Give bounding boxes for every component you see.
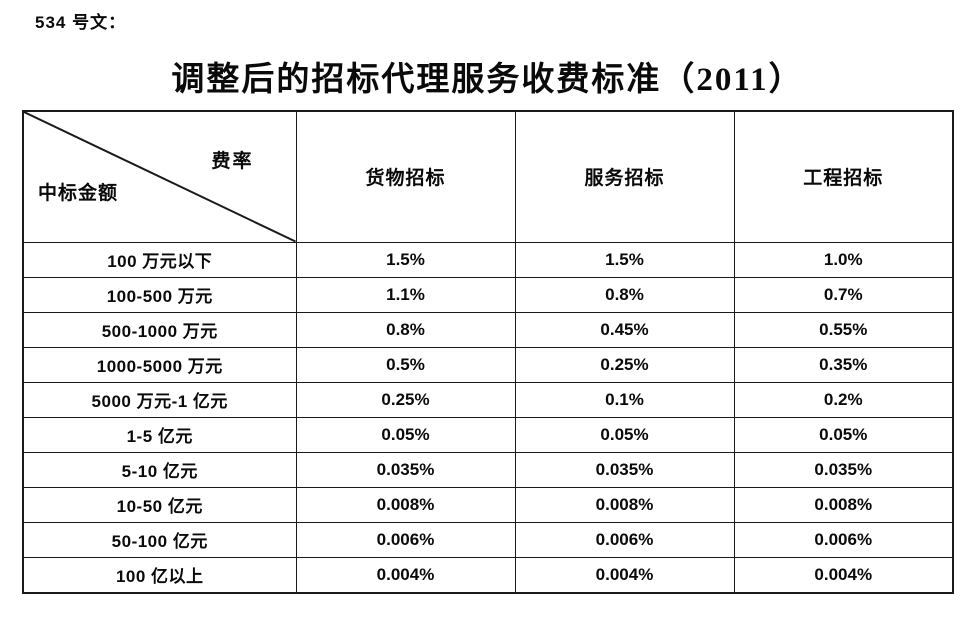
table-row: 100 万元以下 1.5% 1.5% 1.0% xyxy=(22,241,954,278)
corner-label-amount: 中标金额 xyxy=(38,183,119,204)
rate-value-cell: 0.5% xyxy=(295,346,516,383)
rate-value-cell: 0.006% xyxy=(733,521,954,558)
amount-range-cell: 1000-5000 万元 xyxy=(22,346,297,383)
table-row: 50-100 亿元 0.006% 0.006% 0.006% xyxy=(22,521,954,558)
table-header-row: 费率 中标金额 货物招标 服务招标 工程招标 xyxy=(22,110,954,243)
table-row: 100-500 万元 1.1% 0.8% 0.7% xyxy=(22,276,954,313)
column-header-service: 服务招标 xyxy=(514,110,735,243)
column-header-goods: 货物招标 xyxy=(295,110,516,243)
rate-value-cell: 0.035% xyxy=(733,451,954,488)
fee-standard-table: 费率 中标金额 货物招标 服务招标 工程招标 100 万元以下 1.5% 1.5% 1… xyxy=(22,110,954,594)
rate-value-cell: 0.8% xyxy=(514,276,735,313)
rate-value-cell: 0.1% xyxy=(514,381,735,418)
rate-value-cell: 0.55% xyxy=(733,311,954,348)
amount-range-cell: 100 万元以下 xyxy=(22,241,297,278)
rate-value-cell: 1.5% xyxy=(295,241,516,278)
diagonal-corner-cell: 费率 中标金额 xyxy=(22,110,297,243)
rate-value-cell: 0.7% xyxy=(733,276,954,313)
doc-ref-label: 534 号文： xyxy=(35,13,127,32)
rate-value-cell: 0.006% xyxy=(514,521,735,558)
table-row: 5-10 亿元 0.035% 0.035% 0.035% xyxy=(22,451,954,488)
diagonal-divider-line xyxy=(24,112,296,242)
rate-value-cell: 0.008% xyxy=(295,486,516,523)
rate-value-cell: 0.008% xyxy=(514,486,735,523)
amount-range-cell: 100-500 万元 xyxy=(22,276,297,313)
rate-value-cell: 1.5% xyxy=(514,241,735,278)
rate-value-cell: 0.25% xyxy=(514,346,735,383)
rate-value-cell: 0.35% xyxy=(733,346,954,383)
rate-value-cell: 0.05% xyxy=(514,416,735,453)
rate-value-cell: 0.006% xyxy=(295,521,516,558)
fee-table-body: 100 万元以下 1.5% 1.5% 1.0% 100-500 万元 1.1% 0.8% 0.… xyxy=(22,241,954,593)
corner-label-rate: 费率 xyxy=(211,151,254,172)
amount-range-cell: 100 亿以上 xyxy=(22,556,297,593)
table-row: 1000-5000 万元 0.5% 0.25% 0.35% xyxy=(22,346,954,383)
rate-value-cell: 0.004% xyxy=(733,556,954,593)
table-row: 100 亿以上 0.004% 0.004% 0.004% xyxy=(22,556,954,593)
amount-range-cell: 500-1000 万元 xyxy=(22,311,297,348)
rate-value-cell: 0.035% xyxy=(295,451,516,488)
table-row: 10-50 亿元 0.008% 0.008% 0.008% xyxy=(22,486,954,523)
rate-value-cell: 0.004% xyxy=(295,556,516,593)
table-row: 500-1000 万元 0.8% 0.45% 0.55% xyxy=(22,311,954,348)
amount-range-cell: 50-100 亿元 xyxy=(22,521,297,558)
amount-range-cell: 10-50 亿元 xyxy=(22,486,297,523)
rate-value-cell: 0.2% xyxy=(733,381,954,418)
amount-range-cell: 5000 万元-1 亿元 xyxy=(22,381,297,418)
rate-value-cell: 0.25% xyxy=(295,381,516,418)
rate-value-cell: 0.008% xyxy=(733,486,954,523)
rate-value-cell: 0.8% xyxy=(295,311,516,348)
column-header-engineering: 工程招标 xyxy=(733,110,954,243)
page-title: 调整后的招标代理服务收费标准（2011） xyxy=(171,62,804,98)
amount-range-cell: 1-5 亿元 xyxy=(22,416,297,453)
amount-range-cell: 5-10 亿元 xyxy=(22,451,297,488)
rate-value-cell: 0.004% xyxy=(514,556,735,593)
rate-value-cell: 0.05% xyxy=(733,416,954,453)
rate-value-cell: 0.45% xyxy=(514,311,735,348)
rate-value-cell: 0.035% xyxy=(514,451,735,488)
table-row: 1-5 亿元 0.05% 0.05% 0.05% xyxy=(22,416,954,453)
rate-value-cell: 1.0% xyxy=(733,241,954,278)
table-row: 5000 万元-1 亿元 0.25% 0.1% 0.2% xyxy=(22,381,954,418)
rate-value-cell: 0.05% xyxy=(295,416,516,453)
rate-value-cell: 1.1% xyxy=(295,276,516,313)
